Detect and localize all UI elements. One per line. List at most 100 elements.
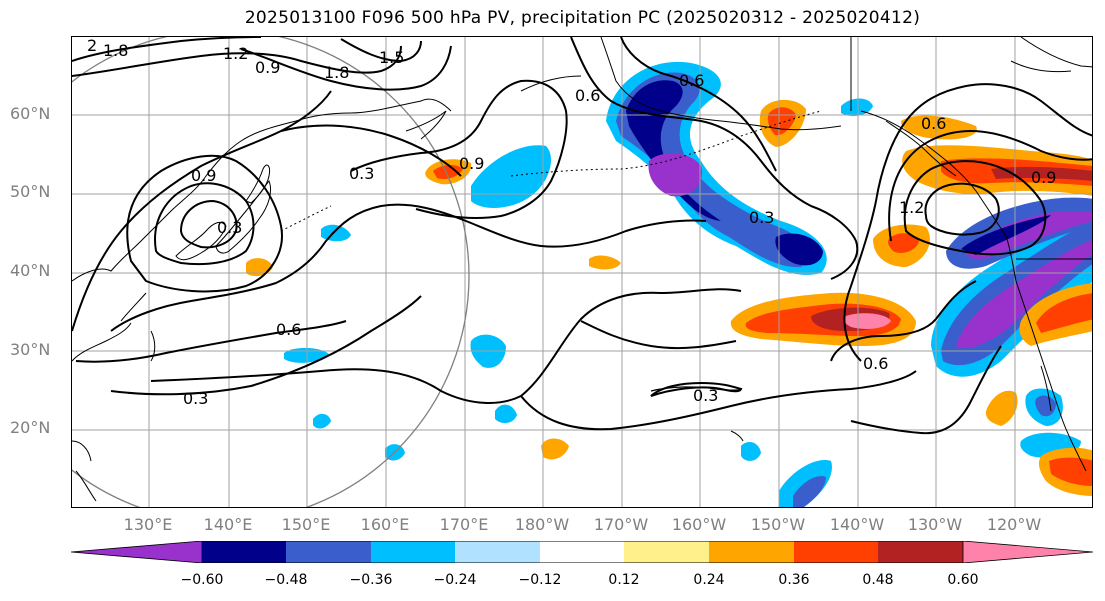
pv-contour-japan	[110, 203, 707, 332]
lon-label-170e: 170°E	[439, 515, 489, 534]
precip-region-gulf-pos-inner	[888, 233, 919, 253]
map-title: 2025013100 F096 500 hPa PV, precipitatio…	[244, 8, 921, 28]
lat-label-20n: 20°N	[10, 418, 51, 437]
pv-contour-outer-west	[72, 90, 332, 332]
precip-region-22n	[495, 404, 517, 424]
pv-contours	[72, 37, 1092, 435]
contour-labels: 2 1.8 1.2 0.9 1.8 1.5 0.9 0.3 0.3 0.6 0.…	[87, 37, 1056, 408]
colorbar-segment-9	[878, 541, 963, 563]
contour-label-15: 1.5	[379, 48, 404, 67]
lon-label-130w: 130°W	[907, 515, 963, 534]
contour-label-06b: 0.6	[575, 86, 600, 105]
lon-label-140w: 140°W	[829, 515, 885, 534]
range-circle	[72, 37, 470, 507]
contour-label-06e: 0.6	[863, 354, 888, 373]
colorbar-segment-3	[371, 541, 455, 563]
contour-label-09d: 0.9	[1031, 168, 1056, 187]
contour-label-12a: 1.2	[223, 44, 248, 63]
lon-label-160w: 160°W	[671, 515, 727, 534]
contour-label-18a: 1.8	[103, 41, 128, 60]
contour-label-2: 2	[87, 37, 97, 55]
precip-region-gulf	[775, 233, 823, 266]
contour-label-03d: 0.3	[749, 208, 774, 227]
colorbar-tick-7: 0.36	[778, 572, 810, 588]
pv-contour-gulf-low-mid	[888, 129, 1092, 242]
lon-label-170w: 170°W	[593, 515, 649, 534]
lon-label-130e: 130°E	[123, 515, 173, 534]
precip-region-baja-inner	[1035, 395, 1056, 417]
lat-label-50n: 50°N	[10, 182, 51, 201]
precip-region-bering-peak	[648, 153, 702, 197]
precip-shading	[246, 61, 1092, 507]
contour-label-12b: 1.2	[899, 198, 924, 217]
lat-label-30n: 30°N	[10, 340, 51, 359]
precip-region-15n-pos	[541, 438, 569, 460]
precip-region-ca-pos-inner	[1036, 293, 1092, 333]
lat-label-40n: 40°N	[10, 261, 51, 280]
colorbar-segment-7	[709, 541, 794, 563]
precip-region-westcoast-core	[956, 239, 1092, 349]
pv-contour-03-west	[110, 295, 422, 396]
precip-region-kuril	[471, 145, 551, 208]
contour-label-06a: 0.6	[276, 320, 301, 339]
lon-label-140e: 140°E	[203, 515, 253, 534]
pv-contour-06	[75, 320, 347, 363]
pv-contour-northwest-18	[72, 37, 262, 62]
pv-contour-asia-low	[126, 154, 283, 293]
precip-region-kamchatka-pos-inner	[433, 165, 463, 179]
precip-region-hawaii	[741, 441, 761, 461]
contour-label-03e: 0.3	[693, 386, 718, 405]
precip-region-alaska-coast	[901, 115, 977, 140]
colorbar-tick-0: −0.60	[180, 572, 224, 588]
colorbar-tick-2: −0.36	[349, 572, 393, 588]
precip-region-bc-dark	[991, 166, 1092, 181]
pv-contour-hawaii-03	[650, 381, 743, 397]
precip-region-subtropical-peak	[844, 313, 891, 329]
pv-contour-northwest-09	[240, 45, 452, 91]
precip-region-japan-east	[321, 224, 351, 242]
lon-label-150w: 150°W	[750, 515, 806, 534]
pv-contour-central-south	[580, 320, 737, 350]
pv-contour-03-south	[150, 288, 742, 404]
pv-contour-east-south	[850, 345, 1002, 435]
contour-label-18b: 1.8	[324, 63, 349, 82]
pv-contour-asia-low-core	[179, 199, 238, 249]
pv-contour-gulf-low-inner	[903, 160, 1047, 256]
contour-label-09c: 0.9	[459, 154, 484, 173]
colorbar-segment-1	[202, 541, 286, 563]
lon-label-150e: 150°E	[281, 515, 331, 534]
lon-label-180w: 180°W	[514, 515, 570, 534]
contour-label-09a: 0.9	[255, 58, 280, 77]
pv-contour-northwest-12	[72, 45, 402, 77]
colorbar	[71, 541, 1093, 563]
colorbar-tick-6: 0.24	[693, 572, 725, 588]
colorbar-tick-9: 0.60	[947, 572, 979, 588]
pv-contour-gulf-low-core	[924, 182, 1000, 236]
precip-region-mexico-pos	[985, 390, 1018, 426]
contour-label-06d: 0.6	[921, 114, 946, 133]
colorbar-tick-8: 0.48	[862, 572, 894, 588]
precip-region-nw-core	[966, 211, 1092, 259]
contour-label-03a: 0.3	[349, 164, 374, 183]
pv-contour-eastern-06	[520, 370, 917, 431]
lat-label-60n: 60°N	[10, 104, 51, 123]
pv-contour-asia-low-inner	[154, 182, 255, 266]
map-panel: 2 1.8 1.2 0.9 1.8 1.5 0.9 0.3 0.3 0.6 0.…	[71, 36, 1093, 508]
coastlines	[72, 37, 1092, 502]
pv-contour-alaska-06	[570, 37, 859, 280]
pv-contour-subtropical-06	[830, 280, 977, 362]
contour-label-03c: 0.3	[183, 389, 208, 408]
pv-contour-alaska-09	[620, 37, 777, 172]
pv-contour-north-15	[340, 38, 422, 63]
precip-region-south-inner	[793, 476, 826, 507]
colorbar-segment-10	[962, 541, 1093, 563]
colorbar-segment-8	[794, 541, 878, 563]
pv-contour-gulf-low-outer	[843, 83, 1092, 362]
colorbar-tick-1: −0.48	[264, 572, 308, 588]
colorbar-tick-3: −0.24	[433, 572, 477, 588]
colorbar-tick-5: 0.12	[608, 572, 640, 588]
colorbar-segment-0	[71, 541, 203, 563]
precip-region-40n-pos	[589, 255, 621, 270]
pv-contour-north-03	[280, 124, 462, 177]
contour-label-06c: 0.6	[679, 71, 704, 90]
